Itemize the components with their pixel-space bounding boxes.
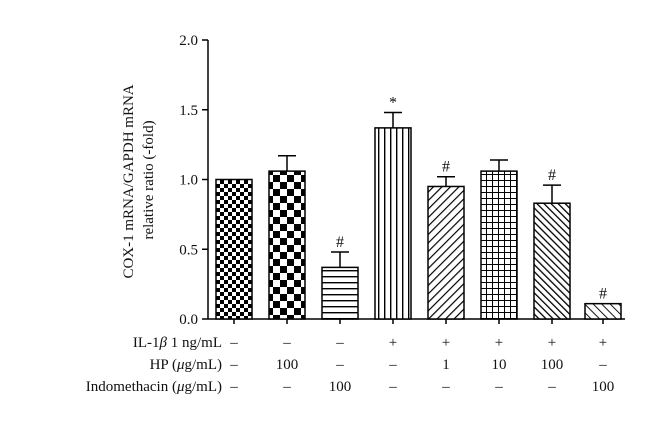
condition-cell: – <box>282 379 291 395</box>
condition-cell: 100 <box>592 379 615 395</box>
y-axis-title-line-1: COX-1 mRNA/GAPDH mRNA <box>121 84 137 278</box>
condition-row-label: Indomethacin (μg/mL) <box>86 379 222 395</box>
bar <box>584 302 622 320</box>
condition-cell: – <box>547 379 556 395</box>
condition-cell: 100 <box>329 379 352 395</box>
bar <box>321 266 359 320</box>
condition-cell: – <box>229 357 238 373</box>
significance-mark: # <box>599 286 607 303</box>
bars: # * # # # <box>215 95 622 320</box>
condition-table: IL-1β 1 ng/mL – – – + + + + +HP (μg/mL) –100– –1 10… <box>86 335 615 395</box>
bar <box>427 185 465 320</box>
condition-cell: – <box>282 335 291 351</box>
condition-cell: – <box>441 379 450 395</box>
condition-cell: + <box>389 335 397 351</box>
bar <box>374 127 412 320</box>
y-tick-label: 0.5 <box>179 242 198 258</box>
condition-cell: + <box>495 335 503 351</box>
condition-cell: 1 <box>442 357 450 373</box>
y-axis-title-line-2: relative ratio (-fold) <box>141 120 157 239</box>
condition-cell: 10 <box>492 357 507 373</box>
condition-cell: – <box>598 357 607 373</box>
condition-cell: – <box>388 379 397 395</box>
significance-mark: * <box>389 95 397 112</box>
y-axis: 0.0 0.5 1.0 1.5 2.0 <box>179 33 625 328</box>
bar <box>268 170 306 320</box>
condition-row-label: HP (μg/mL) <box>150 357 222 373</box>
significance-mark: # <box>548 167 556 184</box>
y-tick-label: 1.0 <box>179 173 198 189</box>
bar <box>215 178 253 320</box>
bar <box>533 202 571 320</box>
condition-cell: – <box>335 357 344 373</box>
condition-cell: – <box>494 379 503 395</box>
condition-cell: – <box>388 357 397 373</box>
condition-cell: 100 <box>541 357 564 373</box>
y-tick-label: 2.0 <box>179 33 198 49</box>
condition-cell: – <box>335 335 344 351</box>
bar <box>480 170 518 320</box>
condition-cell: 100 <box>276 357 299 373</box>
y-tick-label: 0.0 <box>179 312 198 328</box>
condition-cell: – <box>229 335 238 351</box>
condition-cell: + <box>548 335 556 351</box>
condition-cell: + <box>599 335 607 351</box>
condition-row-label: IL-1β 1 ng/mL <box>133 335 222 351</box>
significance-mark: # <box>442 159 450 176</box>
y-axis-title: COX-1 mRNA/GAPDH mRNA relative ratio (-f… <box>121 81 157 278</box>
significance-mark: # <box>336 234 344 251</box>
condition-cell: – <box>229 379 238 395</box>
y-tick-label: 1.5 <box>179 103 198 119</box>
condition-cell: + <box>442 335 450 351</box>
